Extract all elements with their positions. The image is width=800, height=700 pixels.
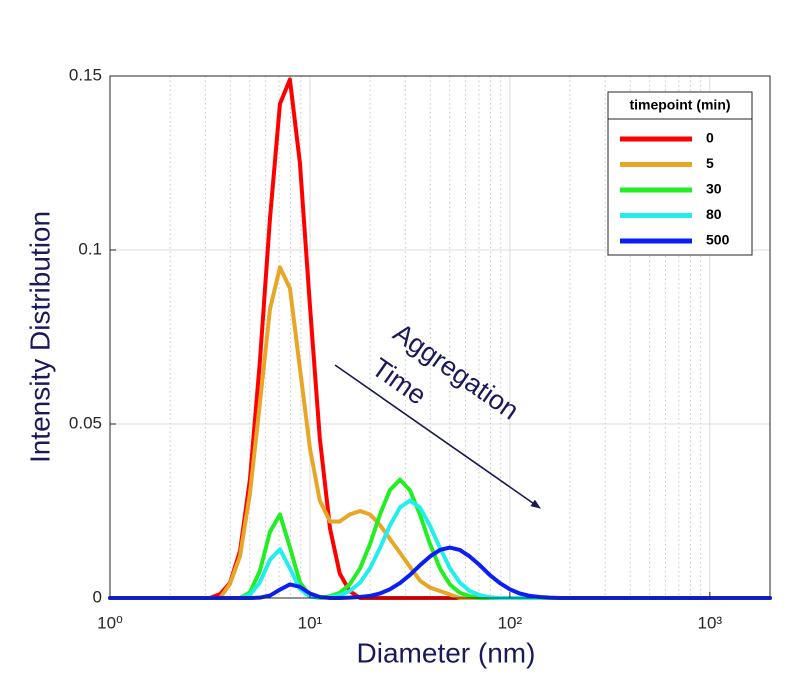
x-tick-label: 10³: [698, 613, 723, 632]
legend-label: 500: [706, 232, 730, 248]
x-tick-label: 10⁰: [97, 613, 123, 632]
x-tick-label: 10¹: [298, 613, 323, 632]
legend-label: 5: [706, 155, 714, 171]
annotation-arrow: [334, 364, 541, 509]
y-tick-label: 0.15: [69, 65, 102, 84]
data-line: [108, 477, 772, 600]
plot-frame: [109, 75, 771, 599]
legend-label: 80: [706, 206, 722, 222]
y-tick-label: 0: [93, 587, 102, 606]
legend-title: timepoint (min): [629, 97, 730, 113]
ticks: 10⁰ 10¹ 10² 10³ 0 0.05 0.1 0.15: [69, 65, 723, 632]
legend-label: 30: [706, 181, 722, 197]
x-axis-label: Diameter (nm): [357, 637, 536, 668]
y-axis-label: Intensity Distribution: [24, 211, 55, 463]
legend: timepoint (min) 0 5 30 80 500: [607, 91, 753, 256]
data-line: [108, 545, 772, 600]
legend-label: 0: [706, 130, 714, 146]
y-tick-label: 0.05: [69, 413, 102, 432]
legend-box: [607, 91, 753, 256]
y-tick-label: 0.1: [78, 239, 102, 258]
x-tick-label: 10²: [498, 613, 523, 632]
